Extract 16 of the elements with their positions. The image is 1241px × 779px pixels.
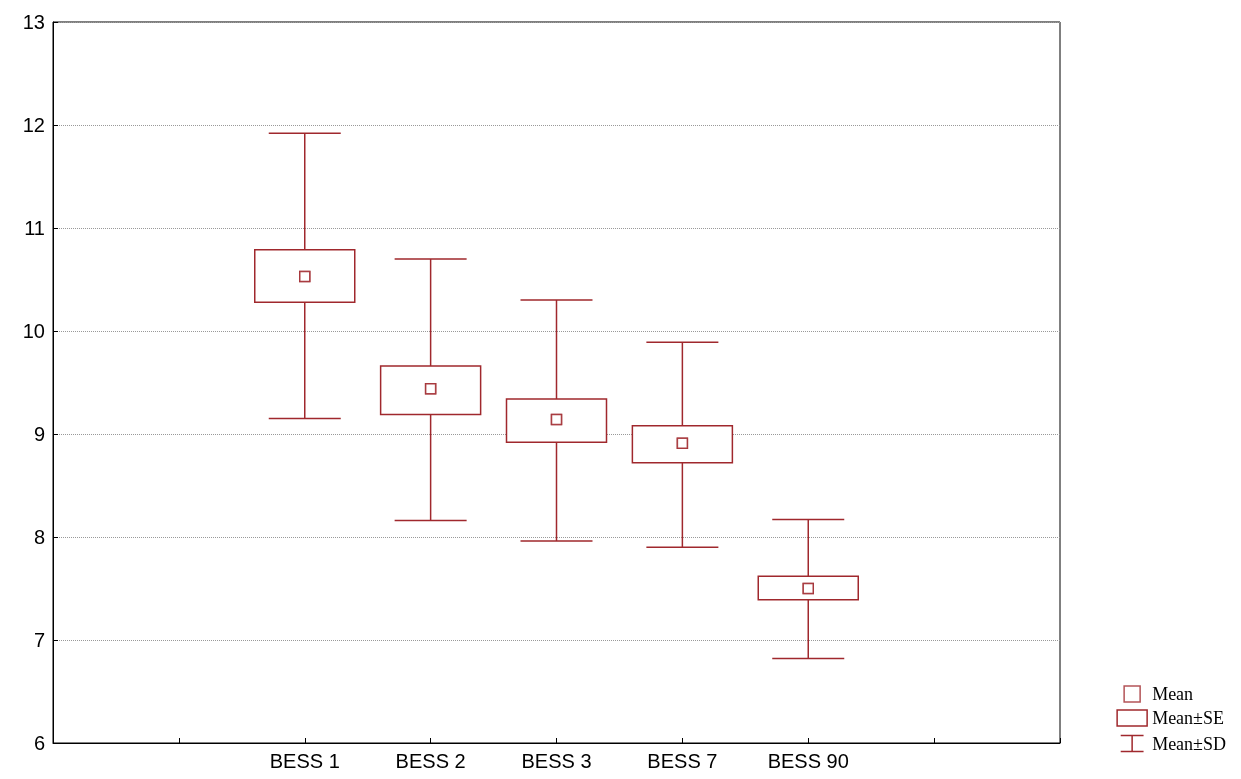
- y-tick-label: 6: [33, 732, 45, 754]
- y-tick-label: 8: [33, 526, 45, 548]
- y-tick-label: 10: [22, 320, 45, 342]
- y-tick-label: 12: [22, 114, 45, 136]
- y-tick-label: 11: [24, 217, 45, 239]
- x-tick-label: BESS 90: [767, 750, 849, 772]
- x-tick-label: BESS 7: [647, 750, 718, 772]
- x-tick-label: BESS 2: [395, 750, 466, 772]
- y-tick-label: 7: [33, 629, 45, 651]
- y-tick-label: 9: [33, 423, 45, 445]
- legend-label: Mean±SD: [1152, 733, 1226, 754]
- y-tick-label: 13: [22, 11, 45, 33]
- legend-label: Mean: [1152, 684, 1194, 704]
- x-tick-label: BESS 1: [269, 750, 340, 772]
- legend-label: Mean±SE: [1152, 708, 1224, 728]
- x-tick-label: BESS 3: [521, 750, 592, 772]
